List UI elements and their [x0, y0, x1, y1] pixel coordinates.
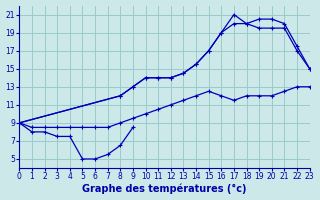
X-axis label: Graphe des températures (°c): Graphe des températures (°c)	[82, 184, 247, 194]
